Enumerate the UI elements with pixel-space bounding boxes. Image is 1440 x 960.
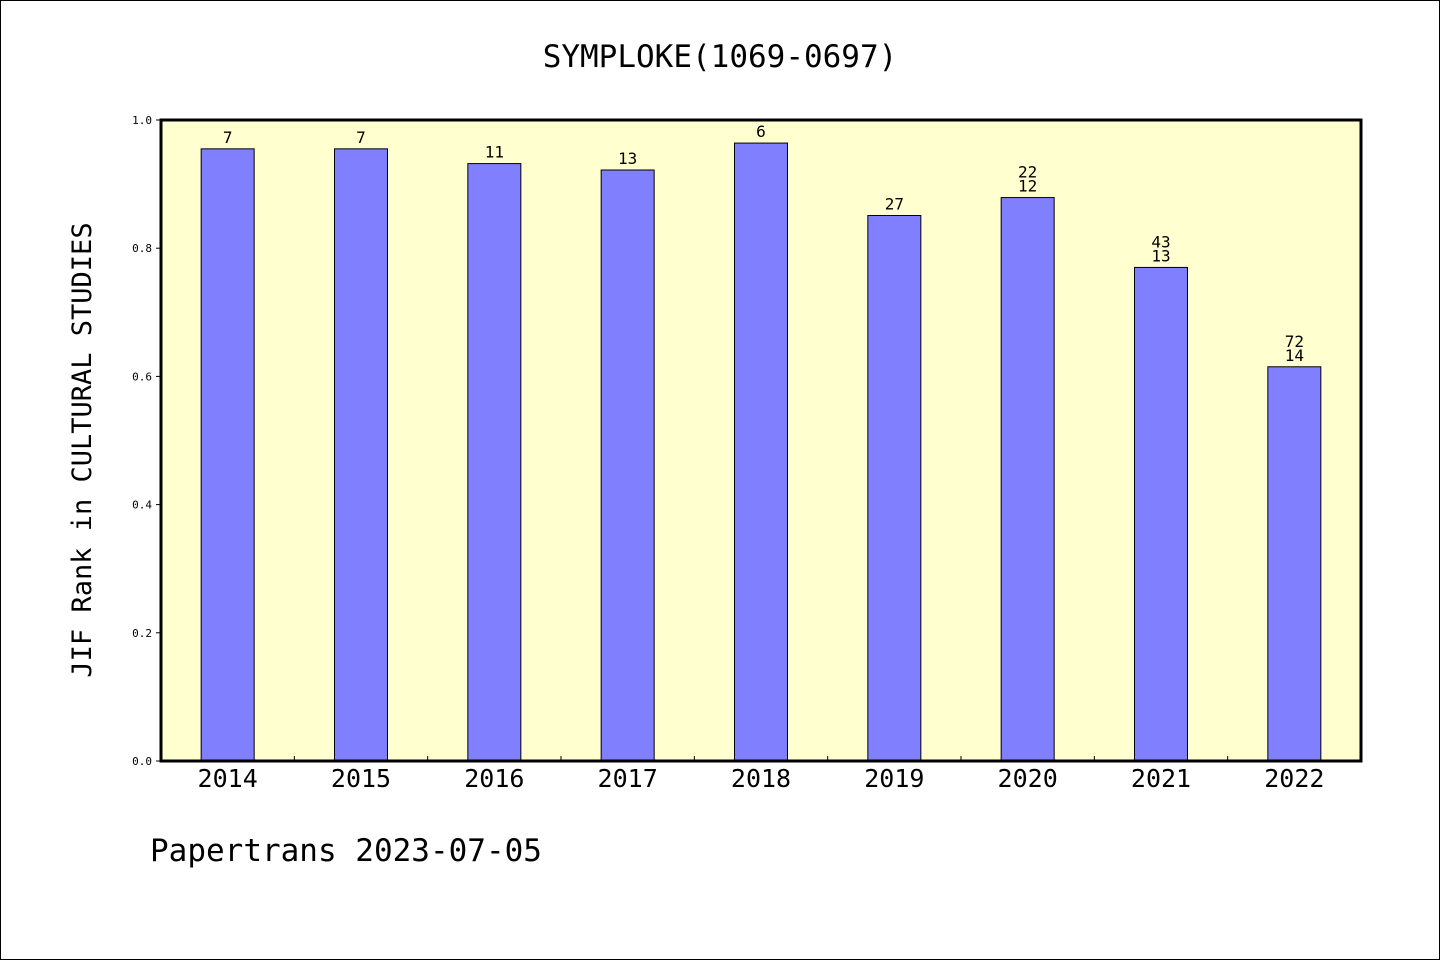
- rank-label: 13: [1151, 246, 1170, 265]
- bar: [1000, 197, 1055, 762]
- y-tick-label: 0.6: [132, 370, 152, 383]
- x-tick-label: 2017: [598, 764, 658, 793]
- bar-series: [200, 142, 1322, 762]
- x-tick-label: 2022: [1264, 764, 1324, 793]
- rank-label: 11: [485, 143, 504, 162]
- rank-label: 27: [885, 195, 904, 214]
- y-tick-label: 0.4: [132, 499, 152, 512]
- y-tick-label: 0.2: [132, 627, 152, 640]
- x-tick-label: 2019: [864, 764, 924, 793]
- bar: [1267, 366, 1322, 762]
- x-tick-label: 2014: [198, 764, 258, 793]
- rank-label: 7: [223, 128, 233, 147]
- x-tick-label: 2020: [998, 764, 1058, 793]
- rank-label: 12: [1018, 177, 1037, 196]
- bar: [600, 169, 655, 762]
- bar: [467, 163, 522, 762]
- x-tick-label: 2016: [464, 764, 524, 793]
- bar: [1134, 266, 1188, 762]
- rank-label: 6: [756, 122, 766, 141]
- rank-label: 7: [356, 128, 366, 147]
- x-tick-label: 2021: [1131, 764, 1191, 793]
- rank-label: 72: [1285, 332, 1304, 351]
- y-tick-label: 1.0: [132, 114, 152, 127]
- x-axis: 2014 2015 2016 2017 2018 2019 2020 2021 2022: [198, 756, 1324, 793]
- footer-text: Papertrans 2023-07-05: [150, 833, 542, 869]
- rank-label: 13: [618, 149, 637, 168]
- rank-label: 14: [1285, 346, 1304, 365]
- bar: [734, 142, 788, 762]
- plot-border: [159, 118, 1363, 763]
- bar: [200, 148, 255, 762]
- bar: [334, 148, 388, 762]
- rank-label: 22: [1018, 163, 1037, 182]
- y-axis: 0.0 0.2 0.4 0.6 0.8 1.0: [132, 114, 161, 768]
- chart-title: SYMPLOKE(1069-0697): [543, 39, 898, 75]
- rank-label: 43: [1151, 232, 1170, 251]
- y-axis-label: JIF Rank in CULTURAL STUDIES: [67, 222, 98, 677]
- x-tick-label: 2018: [731, 764, 791, 793]
- x-tick-label: 2015: [331, 764, 391, 793]
- y-tick-label: 0.0: [132, 755, 152, 768]
- bar: [867, 215, 922, 762]
- y-tick-label: 0.8: [132, 242, 152, 255]
